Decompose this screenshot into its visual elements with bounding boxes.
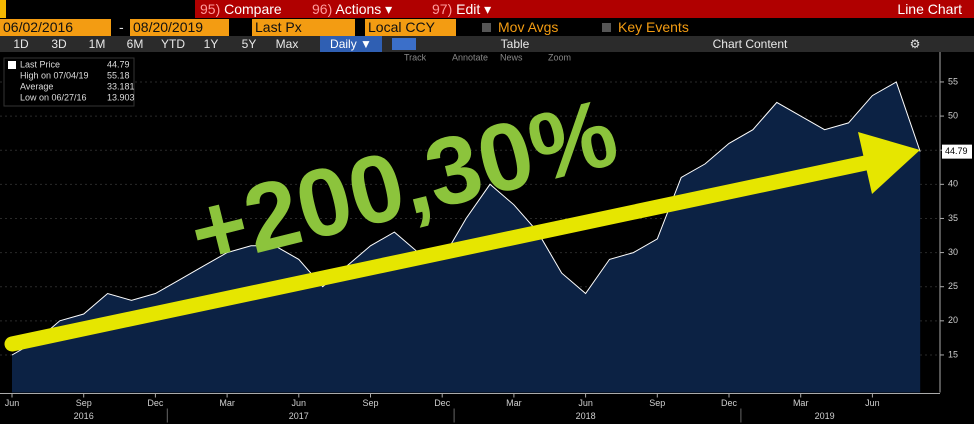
last-value-box	[942, 144, 972, 159]
legend-swatch	[8, 61, 16, 69]
end-date[interactable]: 08/20/2019	[130, 19, 229, 36]
x-tick-label: Mar	[506, 398, 522, 408]
menu-num: 95)	[200, 1, 221, 17]
legend-label: Last Price	[20, 59, 60, 69]
key-events[interactable]: Key Events	[618, 19, 689, 35]
x-tick-label: Sep	[649, 398, 665, 408]
x-tick-label: Dec	[147, 398, 164, 408]
range-button[interactable]: 3D	[51, 37, 67, 51]
range-button[interactable]: 6M	[126, 37, 144, 51]
last-value-label: 44.79	[945, 146, 968, 156]
frequency[interactable]: Daily ▼	[320, 36, 382, 52]
settings-bar: 06/02/2016 - 08/20/2019 Last Px Local CC…	[0, 18, 974, 36]
menu-bar: 95) Compare 96) Actions ▾ 97) Edit ▾ Lin…	[0, 0, 974, 18]
menu-item[interactable]: 95) Compare	[200, 0, 282, 18]
legend-label: Average	[20, 81, 53, 91]
range-bar: Daily ▼ Table Chart Content ⚙ 1D 3D 1M 6M YT…	[0, 36, 974, 52]
arrow-head	[858, 132, 920, 194]
range-button[interactable]: 1Y	[203, 37, 219, 51]
table[interactable]: Table	[500, 37, 530, 51]
legend-box	[3, 57, 135, 107]
menu-background	[195, 0, 974, 18]
x-tick-label: Dec	[434, 398, 451, 408]
menu-label: Actions ▾	[335, 1, 393, 17]
range-button[interactable]: 1M	[88, 37, 106, 51]
x-tick-label: Sep	[76, 398, 92, 408]
currency[interactable]: Local CCY	[365, 19, 456, 36]
legend-label: Low on 06/27/16	[20, 92, 87, 102]
legend-value: 33.181	[107, 81, 135, 91]
tool-button[interactable]: News	[500, 52, 523, 62]
menu-num: 96)	[312, 1, 333, 17]
y-tick-label: 35	[948, 213, 958, 223]
x-tick-label: Jun	[865, 398, 880, 408]
date-separator: -	[119, 19, 124, 35]
start-date[interactable]: 06/02/2016	[0, 19, 111, 36]
x-tick-label: Sep	[362, 398, 378, 408]
checkbox[interactable]	[602, 23, 611, 32]
legend-label: High on 07/04/19	[20, 70, 89, 80]
menu-item[interactable]: 97) Edit ▾	[432, 0, 491, 18]
area	[12, 82, 921, 393]
range-button[interactable]: YTD	[161, 37, 185, 51]
tool-button[interactable]: Zoom	[548, 52, 571, 62]
mov-avgs[interactable]: Mov Avgs	[498, 19, 559, 35]
menu-label: Compare	[224, 1, 282, 17]
y-tick-label: 25	[948, 281, 958, 291]
settings-icon[interactable]: ⚙	[909, 37, 921, 51]
view-title: Line Chart	[897, 1, 962, 17]
x-tick-label: Mar	[793, 398, 809, 408]
y-tick-label: 30	[948, 247, 958, 257]
y-tick-label: 50	[948, 110, 958, 120]
range-button[interactable]: 5Y	[241, 37, 257, 51]
x-tick-label: Jun	[578, 398, 593, 408]
year-label: 2018	[576, 411, 596, 421]
y-tick-label: 15	[948, 349, 958, 359]
line-icon[interactable]	[392, 38, 416, 50]
legend-value: 13.903	[107, 92, 135, 102]
field[interactable]: Last Px	[252, 19, 355, 36]
tool-button[interactable]: Track	[404, 52, 427, 62]
x-tick-label: Dec	[721, 398, 738, 408]
x-tick-label: Jun	[292, 398, 307, 408]
range-button[interactable]: 1D	[13, 37, 29, 51]
chart-content[interactable]: Chart Content	[712, 37, 788, 51]
menu-item[interactable]: 96) Actions ▾	[312, 0, 392, 18]
x-tick-label: Mar	[219, 398, 235, 408]
tool-button[interactable]: Annotate	[452, 52, 488, 62]
checkbox[interactable]	[482, 23, 491, 32]
line	[11, 81, 921, 356]
y-tick-label: 40	[948, 179, 958, 189]
accent	[0, 0, 6, 18]
legend-value: 55.18	[107, 70, 130, 80]
year-label: 2017	[289, 411, 309, 421]
y-tick-label: 20	[948, 315, 958, 325]
year-label: 2016	[74, 411, 94, 421]
range-button[interactable]: Max	[275, 37, 299, 51]
legend-value: 44.79	[107, 59, 130, 69]
arrow-shaft	[4, 154, 878, 352]
legend: Last Price 44.79 High on 07/04/19 55.18 Aver…	[3, 57, 135, 107]
menu-num: 97)	[432, 1, 453, 17]
x-tick-label: Jun	[5, 398, 20, 408]
year-label: 2019	[815, 411, 835, 421]
y-tick-label: 55	[948, 76, 958, 86]
menu-label: Edit ▾	[456, 1, 492, 17]
